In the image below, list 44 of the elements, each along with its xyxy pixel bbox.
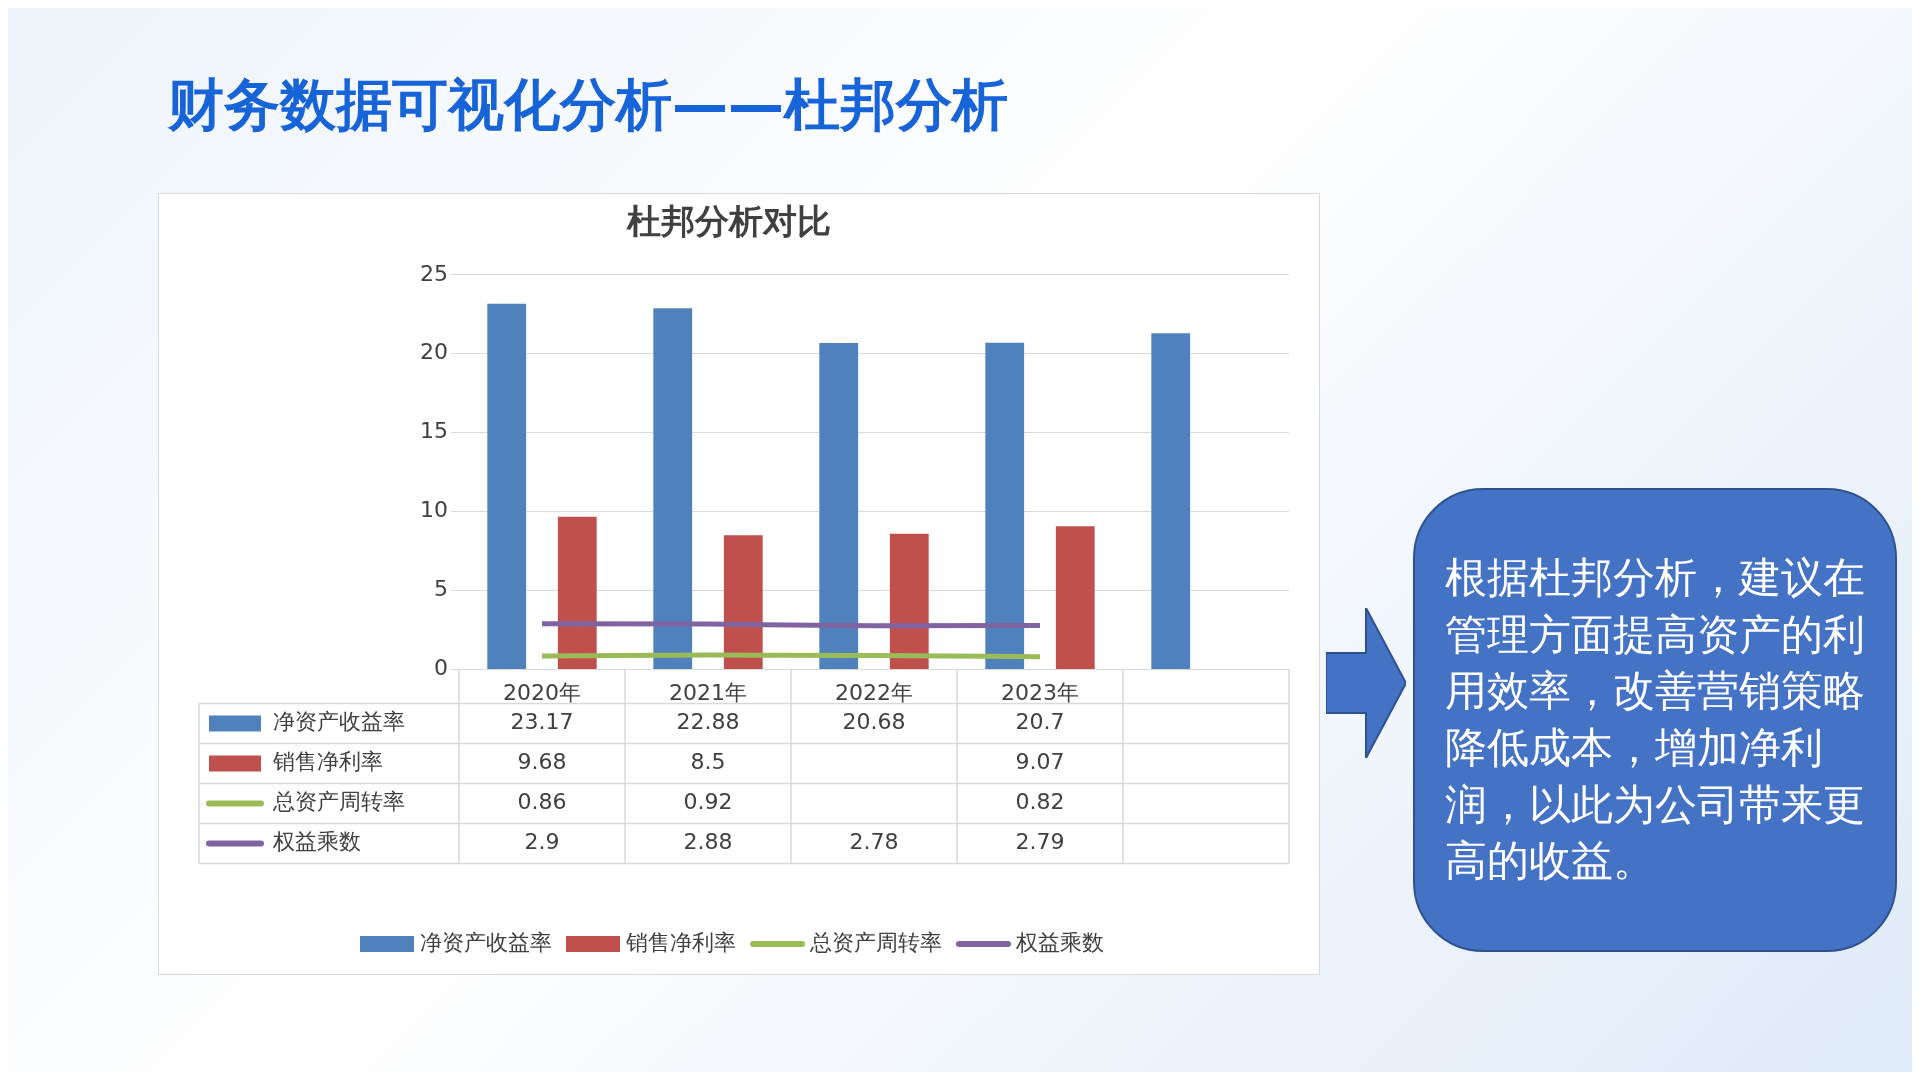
x-tick-label: 2023年 bbox=[1001, 679, 1079, 705]
legend-label: 总资产周转率 bbox=[272, 789, 405, 815]
data-label: 9.07 bbox=[1015, 749, 1065, 775]
data-label: 0.92 bbox=[683, 789, 733, 815]
data-label: 22.88 bbox=[676, 709, 740, 735]
legend-label: 权益乘数 bbox=[272, 829, 361, 855]
data-label: 2.78 bbox=[849, 829, 899, 855]
y-tick-label: 0 bbox=[434, 655, 448, 681]
bar bbox=[1055, 526, 1095, 670]
y-tick-label: 15 bbox=[420, 418, 448, 444]
y-tick-label: 10 bbox=[420, 497, 448, 523]
data-label: 9.68 bbox=[517, 749, 567, 775]
bar bbox=[487, 303, 527, 670]
text: 根据杜邦分析，建议在管理方面提高资产的利用效率，改善营销策略降低成本，增加净利润，以此为公司带来更高的收益。 bbox=[1413, 488, 1897, 953]
data-label: 0.86 bbox=[517, 789, 567, 815]
chart-title: 杜邦分析对比 bbox=[626, 201, 831, 242]
data-label: 0.82 bbox=[1015, 789, 1065, 815]
bar bbox=[889, 533, 929, 670]
y-tick-label: 20 bbox=[420, 339, 448, 365]
data-label: 2.9 bbox=[524, 829, 560, 855]
data-label: 2.79 bbox=[1015, 829, 1065, 855]
data-label: 20.68 bbox=[842, 709, 906, 735]
data-label: 23.17 bbox=[510, 709, 574, 735]
bar bbox=[653, 308, 693, 670]
data-label: 8.5 bbox=[690, 749, 726, 775]
bar bbox=[1151, 333, 1191, 670]
x-tick-label: 2020年 bbox=[503, 679, 581, 705]
bar bbox=[985, 342, 1025, 670]
bar bbox=[819, 343, 859, 670]
text: 财务数据可视化分析——杜邦分析 bbox=[168, 71, 1008, 139]
data-label: 20.7 bbox=[1015, 709, 1065, 735]
y-tick-label: 5 bbox=[434, 576, 448, 602]
x-tick-label: 2022年 bbox=[835, 679, 913, 705]
y-tick-label: 25 bbox=[420, 260, 448, 286]
legend-label: 净资产收益率 bbox=[273, 709, 405, 735]
text: 净资产收益率 bbox=[420, 929, 552, 955]
data-label: 2.88 bbox=[683, 829, 733, 855]
text: 权益乘数 bbox=[1016, 929, 1104, 955]
text: 销售净利率 bbox=[626, 929, 736, 955]
bar bbox=[723, 535, 763, 670]
bar bbox=[557, 516, 597, 670]
legend-label: 销售净利率 bbox=[272, 749, 383, 775]
x-tick-label: 2021年 bbox=[669, 679, 747, 705]
text: 总资产周转率 bbox=[810, 929, 942, 955]
